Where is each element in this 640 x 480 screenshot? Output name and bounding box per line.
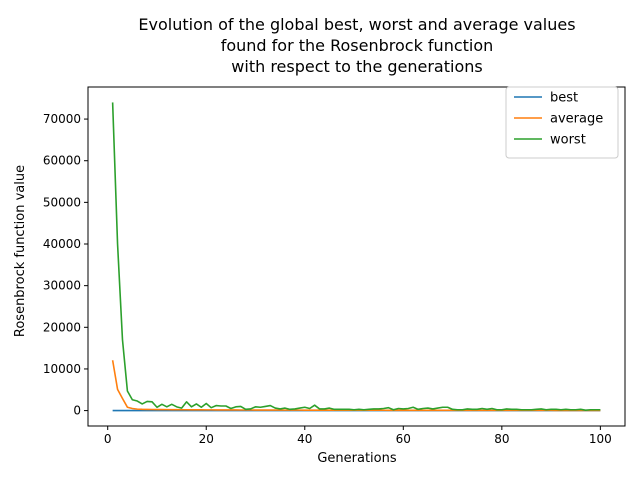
x-tick-label: 100 <box>589 432 612 446</box>
plot-area-border <box>87 86 626 427</box>
legend-label-best: best <box>550 91 578 106</box>
y-tick-label: 20000 <box>43 320 81 334</box>
series-line-worst <box>111 102 601 411</box>
axes-frame <box>87 86 626 427</box>
x-tick-label: 60 <box>396 432 411 446</box>
chart-title-line-1: Evolution of the global best, worst and … <box>138 15 575 34</box>
chart-title: Evolution of the global best, worst and … <box>138 15 575 76</box>
y-axis-ticks: 0 10000 20000 30000 40000 50000 60000 70000 <box>43 112 88 418</box>
y-tick-label: 40000 <box>43 237 81 251</box>
x-axis-ticks: 0 20 40 60 80 100 <box>104 426 612 446</box>
y-tick-label: 10000 <box>43 362 81 376</box>
chart-legend: best average worst <box>505 86 619 159</box>
x-axis-label: Generations <box>317 451 397 466</box>
y-tick-label: 50000 <box>43 195 81 209</box>
plot-lines <box>111 102 601 412</box>
x-tick-label: 20 <box>199 432 214 446</box>
y-axis-label: Rosenbrock function value <box>13 165 28 337</box>
x-tick-label: 0 <box>104 432 112 446</box>
legend-box <box>505 86 619 159</box>
y-tick-label: 70000 <box>43 112 81 126</box>
y-tick-label: 30000 <box>43 279 81 293</box>
y-tick-label: 60000 <box>43 154 81 168</box>
x-tick-label: 80 <box>494 432 509 446</box>
y-tick-label: 0 <box>73 404 81 418</box>
legend-label-worst: worst <box>550 133 586 148</box>
legend-label-average: average <box>550 112 603 127</box>
chart-title-line-2: found for the Rosenbrock function <box>221 36 494 55</box>
chart-title-line-3: with respect to the generations <box>231 57 482 76</box>
x-tick-label: 40 <box>297 432 312 446</box>
